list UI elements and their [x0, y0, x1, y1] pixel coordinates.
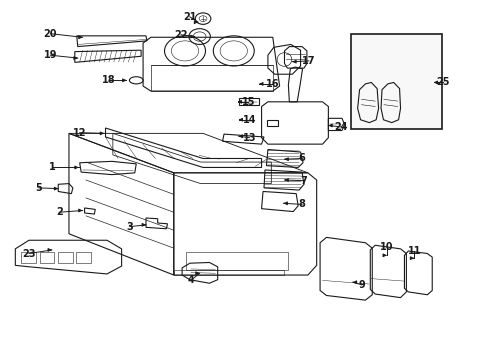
Bar	[350, 34, 442, 129]
Text: 1: 1	[48, 162, 55, 172]
Text: 11: 11	[407, 246, 420, 256]
Text: 24: 24	[334, 122, 347, 132]
Text: 5: 5	[35, 183, 42, 193]
Text: 21: 21	[183, 12, 196, 22]
Text: 2: 2	[56, 207, 62, 217]
Text: 10: 10	[379, 242, 393, 252]
Text: 22: 22	[174, 30, 187, 40]
Text: 16: 16	[265, 79, 279, 89]
Text: 13: 13	[242, 133, 256, 143]
Text: 9: 9	[357, 280, 364, 290]
Text: 14: 14	[242, 115, 256, 125]
Text: 20: 20	[43, 29, 57, 39]
Text: 17: 17	[302, 56, 315, 66]
Text: 15: 15	[241, 97, 255, 107]
Text: 12: 12	[73, 128, 86, 138]
Text: 4: 4	[187, 275, 194, 285]
Text: 23: 23	[22, 248, 36, 258]
Text: 6: 6	[298, 153, 305, 163]
Text: 18: 18	[102, 75, 116, 85]
Text: 3: 3	[126, 222, 133, 231]
Text: 25: 25	[436, 77, 449, 87]
Text: 19: 19	[43, 50, 57, 60]
Text: 7: 7	[300, 176, 307, 186]
Text: 8: 8	[298, 199, 305, 210]
